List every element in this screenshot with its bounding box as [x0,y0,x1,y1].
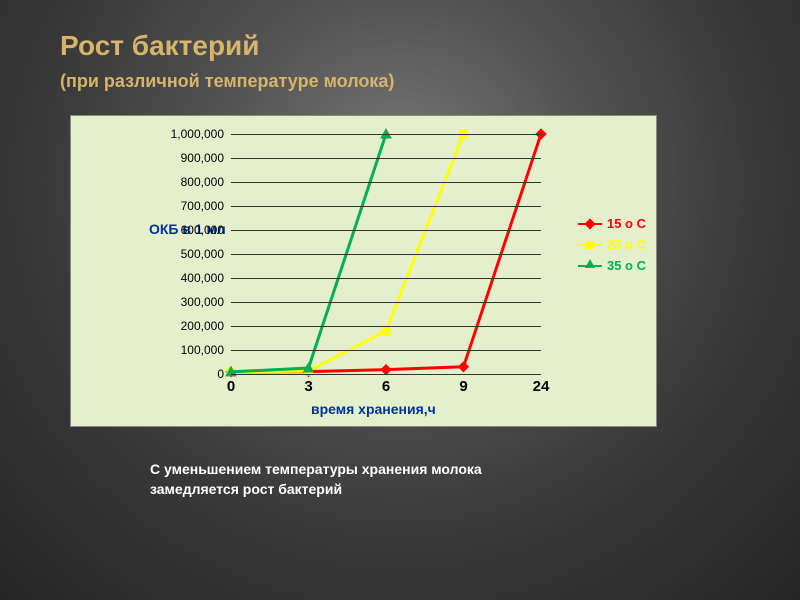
x-tick-label: 9 [459,378,467,395]
legend-marker-icon [585,259,595,268]
x-tick-label: 0 [227,378,235,395]
slide-title: Рост бактерий (при различной температуре… [60,30,394,94]
series-marker [382,327,390,335]
grid-line [231,350,541,351]
y-tick-label: 100,000 [144,343,224,357]
y-tick-label: 800,000 [144,175,224,189]
legend-line-icon [578,244,602,246]
grid-line [231,326,541,327]
legend-line-icon [578,265,602,267]
grid-line [231,206,541,207]
y-tick-label: 400,000 [144,271,224,285]
y-tick-label: 900,000 [144,151,224,165]
legend-label: 15 о С [607,216,646,231]
legend-label: 35 о С [607,258,646,273]
y-tick-label: 700,000 [144,199,224,213]
subtitle-text: (при различной температуре молока) [60,71,394,91]
x-tick-label: 6 [382,378,390,395]
x-tick-label: 3 [304,378,312,395]
x-tick-label: 24 [533,378,550,395]
grid-line [231,278,541,279]
legend: 15 о С 25 о С 35 о С [578,216,646,279]
chart-container: ОКБ в 1 мл время хранения,ч 15 о С25 о С… [70,115,657,427]
grid-line [231,374,541,375]
grid-line [231,134,541,135]
y-tick-label: 1,000,000 [144,127,224,141]
legend-item: 35 о С [578,258,646,273]
y-tick-label: 0 [144,367,224,381]
grid-line [231,158,541,159]
y-tick-label: 200,000 [144,319,224,333]
legend-marker-icon [584,218,595,229]
legend-marker-icon [586,241,594,249]
x-axis-title: время хранения,ч [311,401,436,417]
caption-line-2: замедляется рост бактерий [150,481,342,497]
title-text: Рост бактерий [60,30,259,61]
grid-line [231,302,541,303]
legend-label: 25 о С [607,237,646,252]
caption-line-1: С уменьшением температуры хранения молок… [150,461,482,477]
legend-item: 15 о С [578,216,646,231]
grid-line [231,254,541,255]
series-line [231,134,386,372]
legend-item: 25 о С [578,237,646,252]
grid-line [231,182,541,183]
series-line [231,134,541,372]
y-tick-label: 600,000 [144,223,224,237]
grid-line [231,230,541,231]
caption: С уменьшением температуры хранения молок… [150,460,482,499]
y-tick-label: 500,000 [144,247,224,261]
slide: Рост бактерий (при различной температуре… [0,0,800,600]
legend-line-icon [578,223,602,225]
series-marker [459,362,469,372]
y-tick-label: 300,000 [144,295,224,309]
